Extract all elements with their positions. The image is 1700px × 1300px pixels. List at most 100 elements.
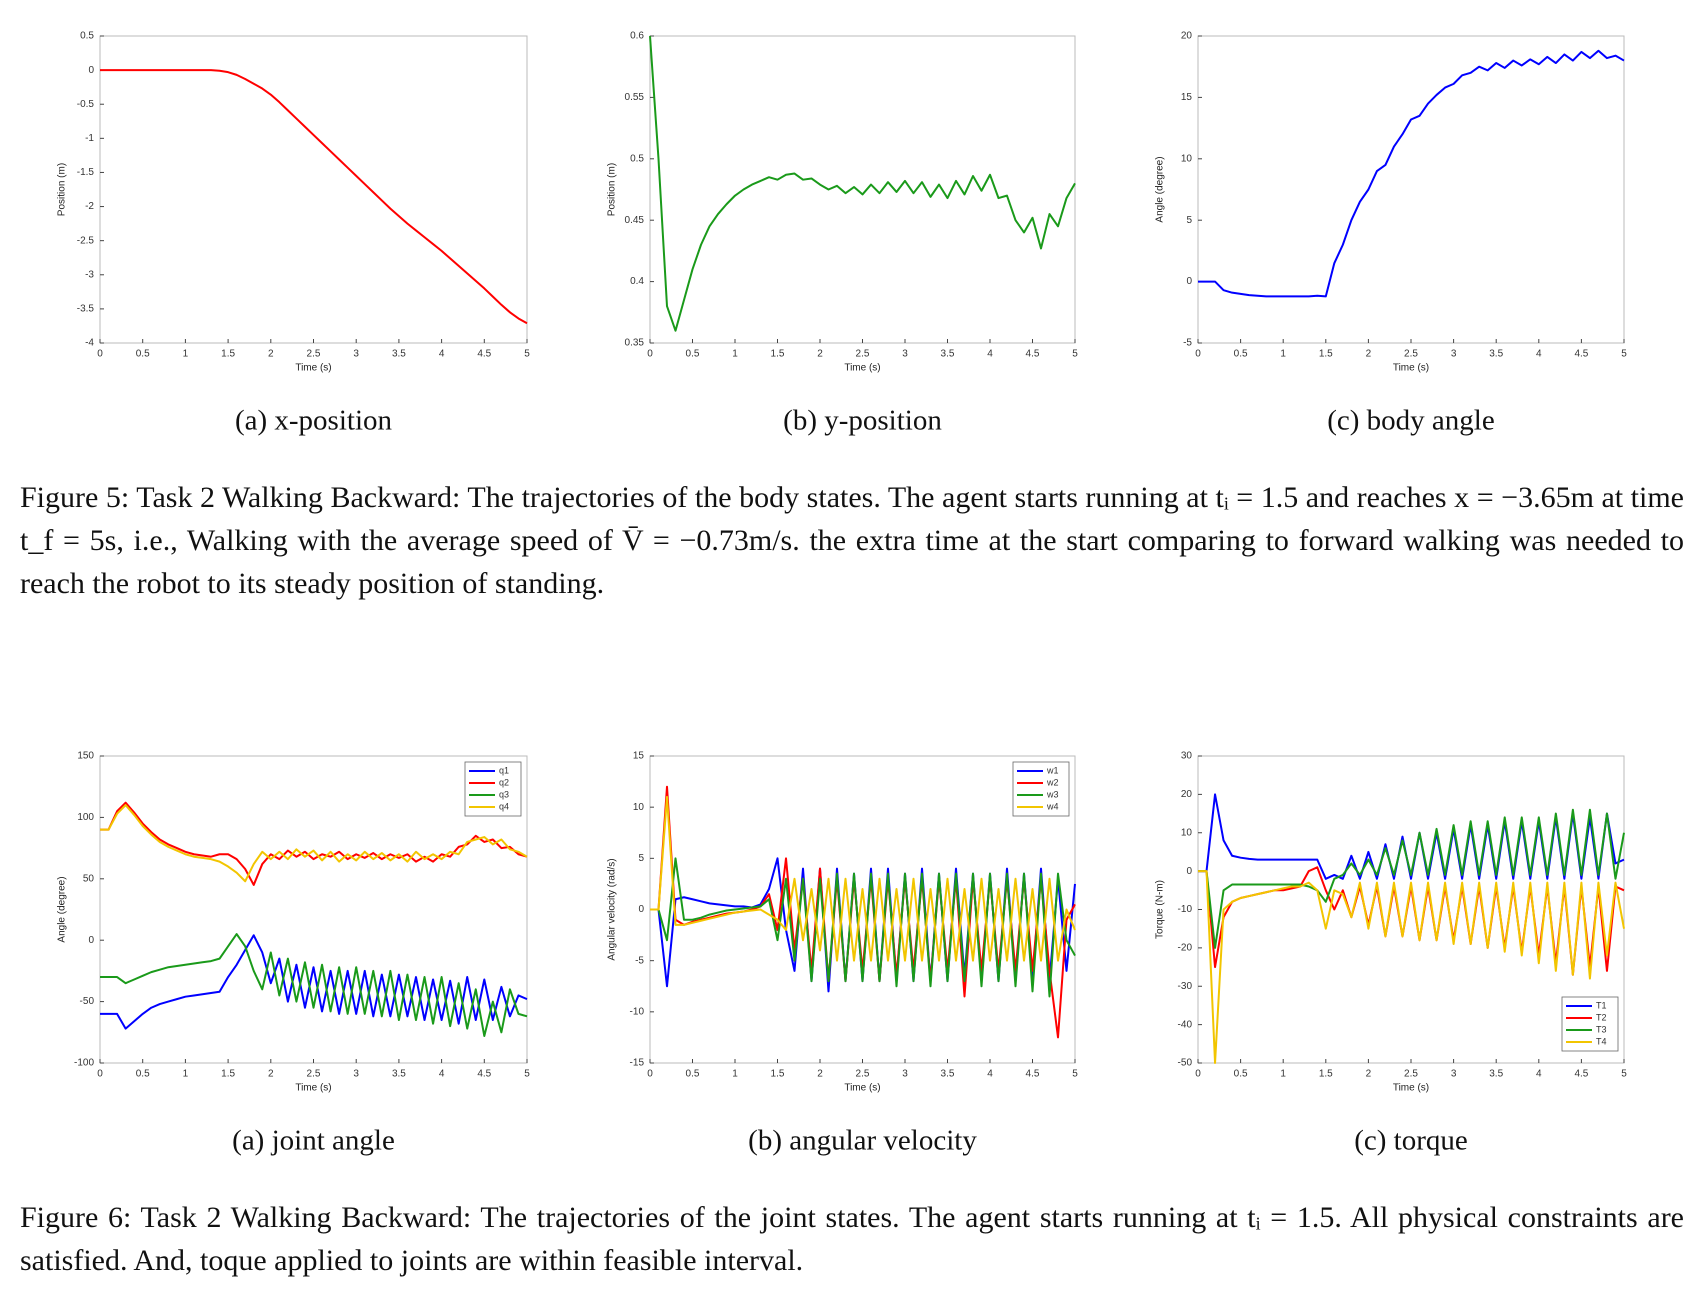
x-tick-label: 4.5 <box>1574 349 1588 360</box>
x-tick-label: 4.5 <box>1574 1069 1588 1080</box>
x-tick-label: 5 <box>1621 1069 1627 1080</box>
y-tick-label: -5 <box>1183 338 1192 349</box>
x-tick-label: 2.5 <box>307 349 321 360</box>
x-tick-label: 4 <box>439 349 445 360</box>
data-line <box>100 934 528 1030</box>
x-tick-label: 1 <box>1280 1069 1286 1080</box>
plot-area <box>99 755 528 1064</box>
y-axis-label: Angle (degree) <box>1155 156 1166 222</box>
x-tick-label: 2 <box>817 1069 823 1080</box>
y-tick-label: 10 <box>633 802 645 813</box>
y-tick-label: -20 <box>1178 943 1193 954</box>
y-tick-label: 0 <box>638 904 644 915</box>
y-tick-label: -1.5 <box>77 167 95 178</box>
y-tick-label: 10 <box>1181 153 1193 164</box>
x-tick-label: 3.5 <box>1489 349 1503 360</box>
y-tick-label: 5 <box>1186 215 1192 226</box>
x-tick-label: 1.5 <box>771 349 785 360</box>
plot-area <box>99 35 528 344</box>
x-tick-label: 3 <box>902 349 908 360</box>
x-axis-label: Time (s) <box>1393 363 1429 374</box>
legend-label: q3 <box>499 789 509 799</box>
x-tick-label: 4.5 <box>477 349 491 360</box>
y-tick-label: 0.5 <box>80 31 94 42</box>
x-tick-label: 2.5 <box>856 1069 870 1080</box>
y-axis-label: Angular velocity (rad/s) <box>607 858 618 960</box>
x-tick-label: 1.5 <box>1319 349 1333 360</box>
y-tick-label: -2.5 <box>77 235 95 246</box>
legend-label: T2 <box>1596 1012 1607 1022</box>
y-tick-label: -4 <box>85 338 94 349</box>
x-tick-label: 3 <box>353 1069 359 1080</box>
legend-label: q1 <box>499 765 509 775</box>
x-tick-label: 2 <box>268 1069 274 1080</box>
y-tick-label: -50 <box>80 996 95 1007</box>
x-tick-label: 0 <box>97 349 103 360</box>
x-tick-label: 1.5 <box>1319 1069 1333 1080</box>
x-tick-label: 3.5 <box>1489 1069 1503 1080</box>
x-tick-label: 2.5 <box>856 349 870 360</box>
y-tick-label: 30 <box>1181 751 1193 762</box>
data-line <box>100 933 528 1037</box>
y-tick-label: 0 <box>1186 866 1192 877</box>
y-tick-label: 0.55 <box>625 92 645 103</box>
x-tick-label: 4.5 <box>477 1069 491 1080</box>
y-tick-label: 20 <box>1181 31 1193 42</box>
y-tick-label: -10 <box>1178 904 1193 915</box>
x-tick-label: 4 <box>987 1069 993 1080</box>
x-tick-label: 5 <box>1621 349 1627 360</box>
y-tick-label: -100 <box>74 1058 94 1069</box>
y-tick-label: 15 <box>633 751 645 762</box>
data-line <box>100 801 528 886</box>
x-tick-label: 2 <box>1366 349 1372 360</box>
y-axis-label: Position (m) <box>57 163 68 216</box>
data-line <box>650 857 1076 998</box>
x-tick-label: 4 <box>439 1069 445 1080</box>
x-tick-label: 3 <box>1451 349 1457 360</box>
legend-label: q4 <box>499 801 509 811</box>
figure-caption: Figure 5: Task 2 Walking Backward: The t… <box>20 481 1684 600</box>
y-axis-label: Angle (degree) <box>57 876 68 942</box>
y-tick-label: 20 <box>1181 789 1193 800</box>
y-tick-label: -5 <box>635 955 644 966</box>
legend-label: w4 <box>1046 801 1059 811</box>
x-tick-label: 0.5 <box>686 349 700 360</box>
subcaption: (a) x-position <box>235 405 393 437</box>
x-tick-label: 1.5 <box>221 1069 235 1080</box>
y-tick-label: 0.5 <box>630 153 644 164</box>
y-tick-label: 50 <box>83 873 95 884</box>
x-tick-label: 1 <box>732 1069 738 1080</box>
x-tick-label: 1 <box>183 349 189 360</box>
x-tick-label: 5 <box>524 349 530 360</box>
x-tick-label: 2.5 <box>307 1069 321 1080</box>
legend-label: T1 <box>1596 1000 1607 1010</box>
subcaption: (b) y-position <box>783 405 942 437</box>
y-tick-label: -2 <box>85 201 94 212</box>
subcaption: (c) body angle <box>1327 405 1495 437</box>
x-tick-label: 1.5 <box>771 1069 785 1080</box>
y-tick-label: -0.5 <box>77 99 95 110</box>
y-tick-label: -50 <box>1178 1058 1193 1069</box>
legend-label: T3 <box>1596 1024 1607 1034</box>
x-tick-label: 4 <box>1536 349 1542 360</box>
x-tick-label: 0 <box>1195 1069 1201 1080</box>
y-tick-label: -1 <box>85 133 94 144</box>
data-line <box>649 35 1076 332</box>
x-tick-label: 3 <box>1451 1069 1457 1080</box>
x-tick-label: 2.5 <box>1404 349 1418 360</box>
x-tick-label: 2 <box>1366 1069 1372 1080</box>
y-axis-label: Torque (N-m) <box>1155 880 1166 939</box>
y-tick-label: 5 <box>638 853 644 864</box>
x-tick-label: 0 <box>647 349 653 360</box>
x-tick-label: 1 <box>732 349 738 360</box>
y-tick-label: 10 <box>1181 827 1193 838</box>
data-line <box>650 795 1076 962</box>
plot-area <box>649 755 1076 1064</box>
y-axis-label: Position (m) <box>607 163 618 216</box>
x-tick-label: 3.5 <box>392 1069 406 1080</box>
x-tick-label: 5 <box>524 1069 530 1080</box>
x-tick-label: 3.5 <box>392 349 406 360</box>
legend-label: w1 <box>1046 765 1059 775</box>
y-tick-label: 100 <box>77 812 94 823</box>
